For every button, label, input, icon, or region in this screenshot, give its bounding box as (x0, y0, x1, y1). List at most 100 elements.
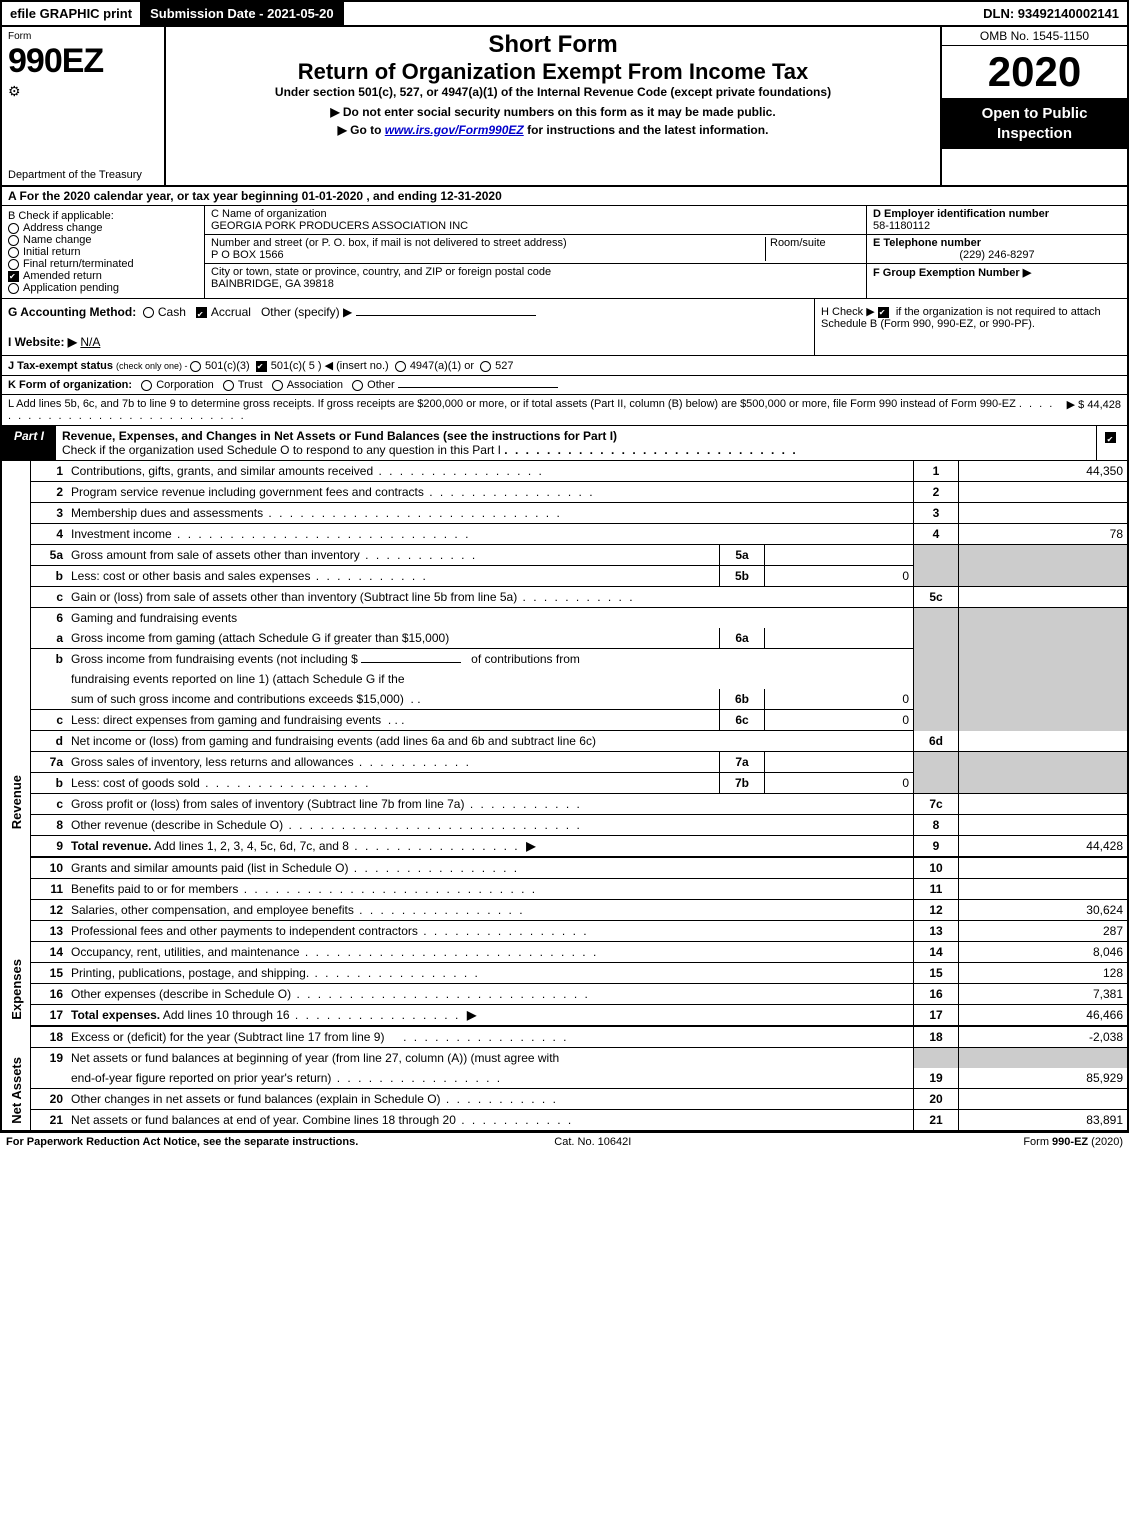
c-name-label: C Name of organization (211, 208, 860, 220)
line-6b-innum: 6b (720, 689, 765, 710)
line-1-code: 1 (914, 461, 959, 482)
g-accounting-row: G Accounting Method: Cash Accrual Other … (8, 305, 808, 319)
treasury-seal-icon: ⚙ (8, 83, 158, 100)
ssn-warning: ▶ Do not enter social security numbers o… (172, 105, 934, 119)
k-corp-checkbox[interactable] (141, 380, 152, 391)
line-11-amount (959, 879, 1128, 900)
checkbox-address-change[interactable]: Address change (8, 222, 198, 234)
footer-right: Form 990-EZ (2020) (1023, 1136, 1123, 1148)
j-527-checkbox[interactable] (480, 361, 491, 372)
line-6d-num: d (31, 731, 68, 752)
dln-label: DLN: 93492140002141 (975, 2, 1127, 25)
k-other-checkbox[interactable] (352, 380, 363, 391)
line-19-desc2: end-of-year figure reported on prior yea… (67, 1068, 914, 1089)
f-group-label: F Group Exemption Number ▶ (873, 266, 1121, 279)
addr-label: Number and street (or P. O. box, if mail… (211, 237, 765, 249)
accrual-checkbox[interactable] (196, 307, 207, 318)
checkbox-app-pending[interactable]: Application pending (8, 282, 198, 294)
line-20-code: 20 (914, 1089, 959, 1110)
expenses-sidebar: Expenses (2, 857, 31, 1026)
h-checkbox[interactable] (878, 307, 889, 318)
part1-note: Check if the organization used Schedule … (62, 443, 501, 457)
checkbox-name-change[interactable]: Name change (8, 234, 198, 246)
website-value: N/A (80, 335, 100, 349)
line-13-num: 13 (31, 921, 68, 942)
line-15-desc: Printing, publications, postage, and shi… (67, 963, 914, 984)
line-6c-num: c (31, 710, 68, 731)
part1-schedule-o-check[interactable] (1096, 426, 1127, 460)
line-14-amount: 8,046 (959, 942, 1128, 963)
footer-left: For Paperwork Reduction Act Notice, see … (6, 1136, 358, 1148)
line-4-amount: 78 (959, 524, 1128, 545)
j-4947-checkbox[interactable] (395, 361, 406, 372)
irs-link[interactable]: www.irs.gov/Form990EZ (385, 123, 524, 137)
l-amount: ▶ $ 44,428 (1059, 398, 1121, 422)
checkbox-amended[interactable]: Amended return (8, 270, 198, 282)
part1-table: Revenue 1 Contributions, gifts, grants, … (2, 461, 1127, 1130)
line-5a-inval (765, 545, 914, 566)
line-15-num: 15 (31, 963, 68, 984)
j-4947-label: 4947(a)(1) or (410, 360, 474, 372)
line-6d-amount (959, 731, 1128, 752)
line-5b-num: b (31, 566, 68, 587)
line-6-desc: Gaming and fundraising events (67, 608, 914, 629)
k-corp-label: Corporation (156, 379, 213, 391)
line-20-amount (959, 1089, 1128, 1110)
line-1-num: 1 (31, 461, 68, 482)
line-11-desc: Benefits paid to or for members (67, 879, 914, 900)
tax-year: 2020 (942, 46, 1127, 98)
line-7c-amount (959, 794, 1128, 815)
line-7b-num: b (31, 773, 68, 794)
cash-checkbox[interactable] (143, 307, 154, 318)
net-assets-sidebar: Net Assets (2, 1026, 31, 1130)
form-header: Form 990EZ ⚙ Department of the Treasury … (2, 27, 1127, 187)
go-to-prefix: ▶ Go to (338, 123, 385, 137)
tax-year-period: A For the 2020 calendar year, or tax yea… (2, 187, 1127, 206)
city-state-zip: BAINBRIDGE, GA 39818 (211, 278, 860, 290)
h-check-prefix: H Check ▶ (821, 306, 878, 318)
line-5b-innum: 5b (720, 566, 765, 587)
line-19-desc1: Net assets or fund balances at beginning… (67, 1048, 914, 1069)
line-15-code: 15 (914, 963, 959, 984)
checkbox-initial-return[interactable]: Initial return (8, 246, 198, 258)
line-10-desc: Grants and similar amounts paid (list in… (67, 857, 914, 879)
line-13-desc: Professional fees and other payments to … (67, 921, 914, 942)
line-7b-desc: Less: cost of goods sold (67, 773, 720, 794)
line-4-desc: Investment income (67, 524, 914, 545)
checkbox-final-return[interactable]: Final return/terminated (8, 258, 198, 270)
line-15-amount: 128 (959, 963, 1128, 984)
other-specify-input[interactable] (356, 315, 536, 316)
j-501c-checkbox[interactable] (256, 361, 267, 372)
j-501c-label: 501(c)( 5 ) ◀ (insert no.) (271, 360, 389, 372)
line-7a-num: 7a (31, 752, 68, 773)
j-501c3-checkbox[interactable] (190, 361, 201, 372)
line-6a-innum: 6a (720, 628, 765, 649)
line-6b-desc2: fundraising events reported on line 1) (… (67, 669, 914, 689)
line-5a-num: 5a (31, 545, 68, 566)
line-9-amount: 44,428 (959, 836, 1128, 858)
k-form-org-row: K Form of organization: Corporation Trus… (2, 376, 1127, 395)
line-19-num: 19 (31, 1048, 68, 1069)
gh-section: G Accounting Method: Cash Accrual Other … (2, 299, 1127, 356)
line-9-code: 9 (914, 836, 959, 858)
k-other-input[interactable] (398, 387, 558, 388)
go-to-suffix: for instructions and the latest informat… (524, 123, 769, 137)
line-18-amount: -2,038 (959, 1026, 1128, 1048)
line-13-code: 13 (914, 921, 959, 942)
line-6c-inval: 0 (765, 710, 914, 731)
k-trust-checkbox[interactable] (223, 380, 234, 391)
efile-label[interactable]: efile GRAPHIC print (2, 2, 140, 25)
line-5b-desc: Less: cost or other basis and sales expe… (67, 566, 720, 587)
line-6b-contrib-input[interactable] (361, 662, 461, 663)
k-assoc-checkbox[interactable] (272, 380, 283, 391)
line-18-num: 18 (31, 1026, 68, 1048)
line-10-num: 10 (31, 857, 68, 879)
line-6a-num: a (31, 628, 68, 649)
line-3-code: 3 (914, 503, 959, 524)
line-21-desc: Net assets or fund balances at end of ye… (67, 1110, 914, 1131)
line-7a-desc: Gross sales of inventory, less returns a… (67, 752, 720, 773)
line-1-desc: Contributions, gifts, grants, and simila… (67, 461, 914, 482)
line-7b-inval: 0 (765, 773, 914, 794)
line-10-amount (959, 857, 1128, 879)
line-5c-code: 5c (914, 587, 959, 608)
